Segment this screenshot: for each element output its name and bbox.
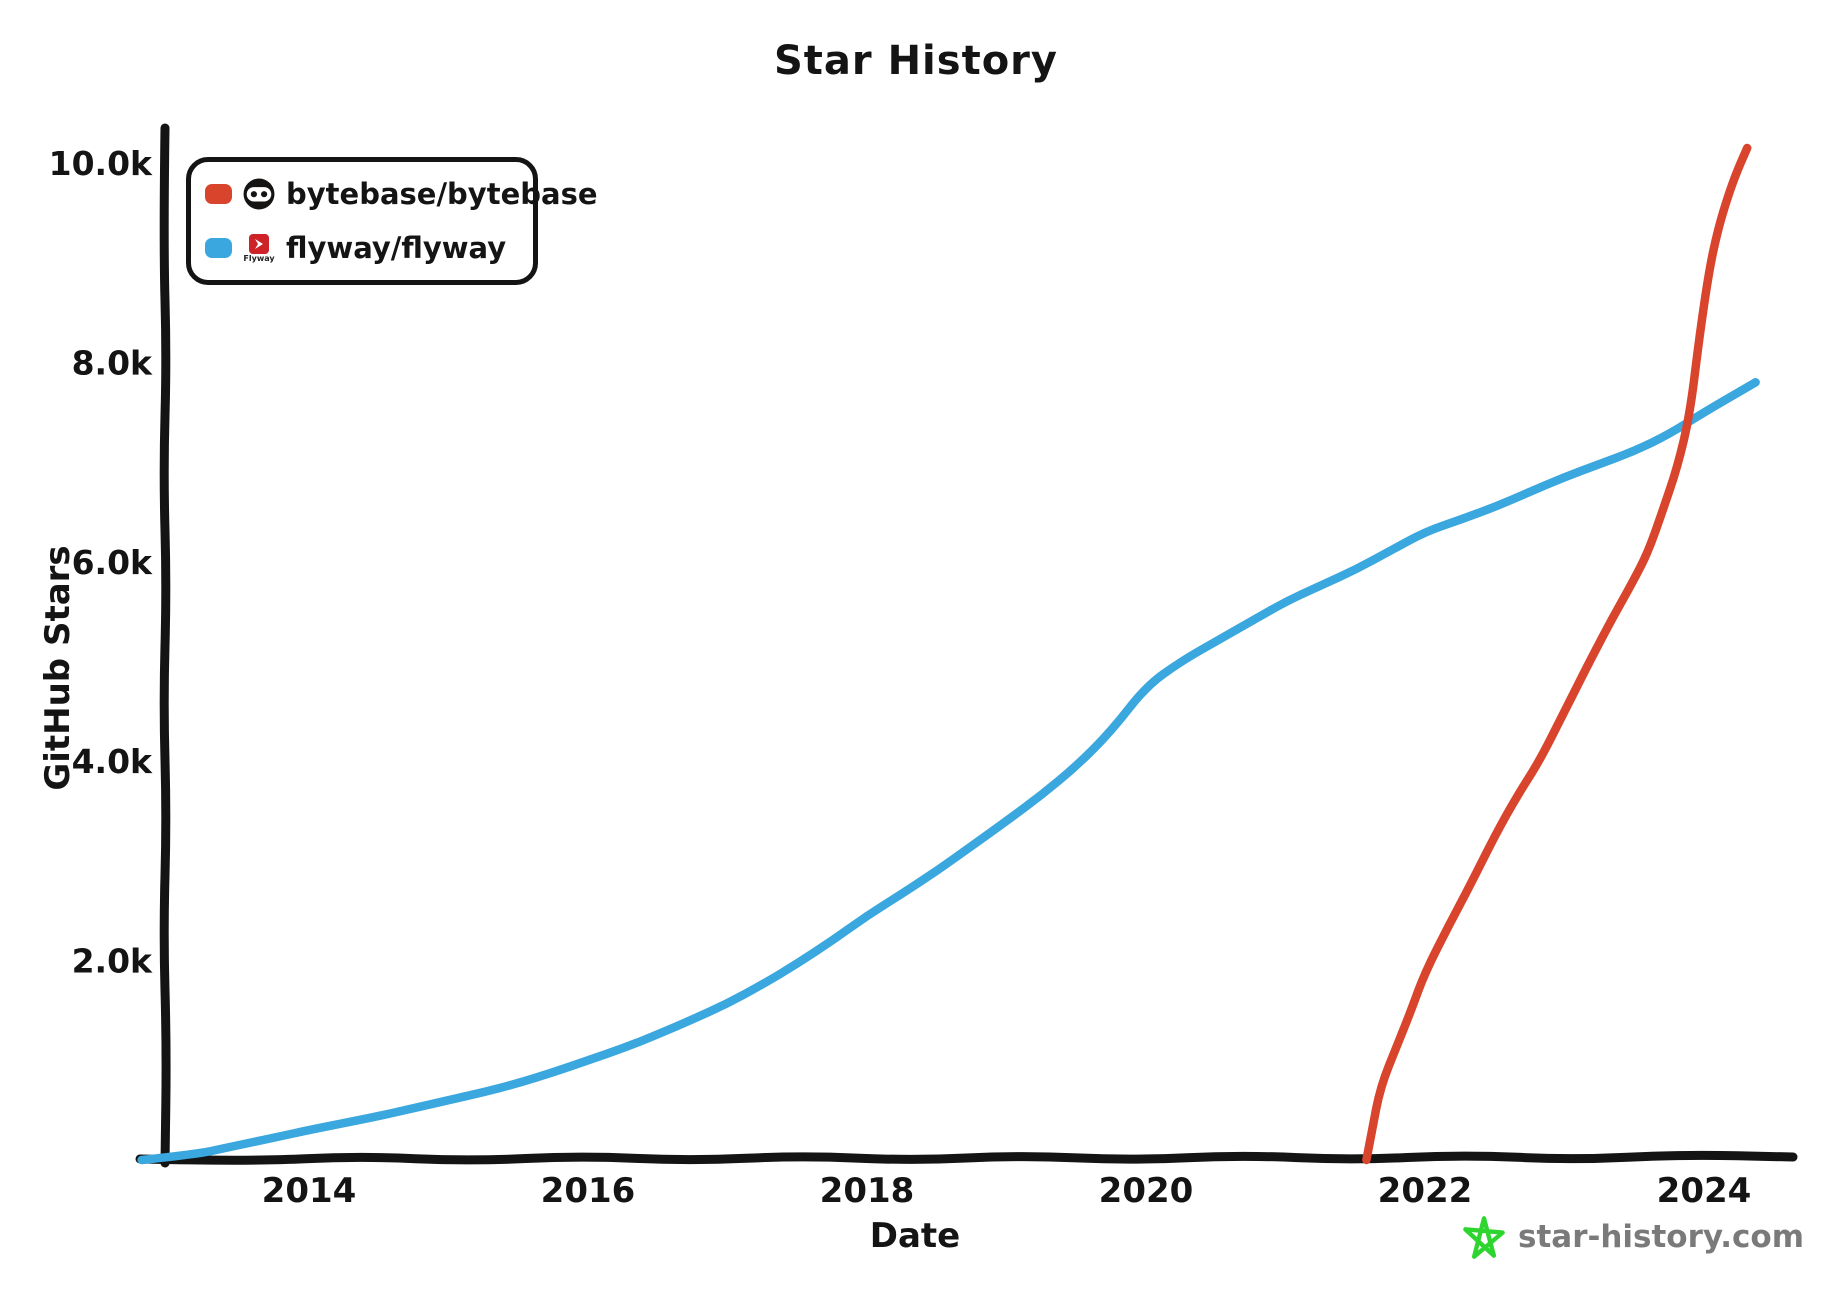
x-tick-label: 2014 bbox=[262, 1171, 357, 1211]
x-tick-label: 2022 bbox=[1378, 1171, 1473, 1211]
y-axis-line bbox=[159, 123, 171, 1168]
y-tick-label: 10.0k bbox=[49, 144, 153, 183]
legend-item-bytebase: bytebase/bytebase bbox=[205, 172, 598, 216]
series-line-flyway bbox=[137, 378, 1760, 1165]
x-axis-label: Date bbox=[869, 1216, 961, 1256]
flyway-logo-text: Flyway bbox=[243, 253, 275, 263]
flyway-logo-icon: Flyway bbox=[242, 229, 276, 267]
bytebase-series-swatch bbox=[205, 184, 232, 204]
y-tick-label: 2.0k bbox=[72, 942, 153, 981]
x-tick-label: 2020 bbox=[1099, 1171, 1194, 1211]
x-tick-label: 2024 bbox=[1657, 1171, 1752, 1211]
bytebase-logo-icon bbox=[242, 175, 276, 213]
green-star-icon bbox=[1463, 1216, 1505, 1259]
branding[interactable]: star-history.com bbox=[1462, 1214, 1804, 1260]
y-tick-label: 8.0k bbox=[72, 343, 153, 382]
legend-label-flyway: flyway/flyway bbox=[286, 231, 507, 265]
legend: bytebase/bytebase Flyway flyway/flyway bbox=[186, 157, 598, 285]
y-tick-label: 6.0k bbox=[72, 543, 153, 582]
legend-label-bytebase: bytebase/bytebase bbox=[286, 177, 598, 211]
legend-item-flyway: Flyway flyway/flyway bbox=[205, 226, 519, 270]
y-axis-label: GitHub Stars bbox=[38, 545, 78, 791]
series-line-bytebase bbox=[1362, 143, 1752, 1165]
branding-site-text[interactable]: star-history.com bbox=[1518, 1219, 1805, 1255]
x-tick-label: 2016 bbox=[541, 1171, 636, 1211]
flyway-series-swatch bbox=[205, 238, 232, 258]
x-axis-line bbox=[135, 1150, 1798, 1165]
y-tick-label: 4.0k bbox=[72, 742, 153, 781]
x-tick-label: 2018 bbox=[820, 1171, 915, 1211]
chart-title: Star History bbox=[774, 38, 1058, 84]
